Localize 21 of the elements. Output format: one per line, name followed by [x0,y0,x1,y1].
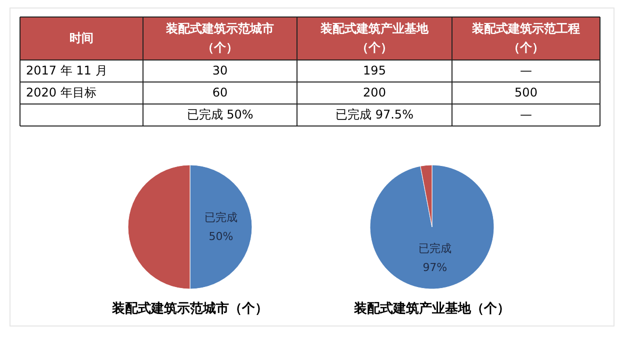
category-label: 装配式建筑示范工程（个） [471,21,580,54]
category-label: 装配式建筑示范城市（个） [165,21,274,54]
text: 500 [514,85,538,100]
category-label: 时间 [70,30,94,45]
data-label: 50% [208,230,234,244]
data-label: 97% [422,260,448,274]
text: 195 [363,63,386,78]
slice-label: 已完成 [418,242,452,255]
text: 已完成 50% [186,107,254,122]
slice-label: 已完成 [204,211,238,224]
category-label: 2020 年目标 [26,85,96,100]
category-label: 2017 年 11 月 [26,63,108,78]
text: 已完成 97.5% [336,107,414,122]
text: 60 [212,85,228,100]
text: — [520,107,532,122]
text: 30 [212,63,228,78]
text: 装配式建筑产业基地（个） [353,300,510,317]
text: 装配式建筑示范城市（个） [111,300,268,317]
text: — [520,63,532,78]
text: 200 [363,85,386,100]
category-label: 装配式建筑产业基地（个） [320,21,430,54]
